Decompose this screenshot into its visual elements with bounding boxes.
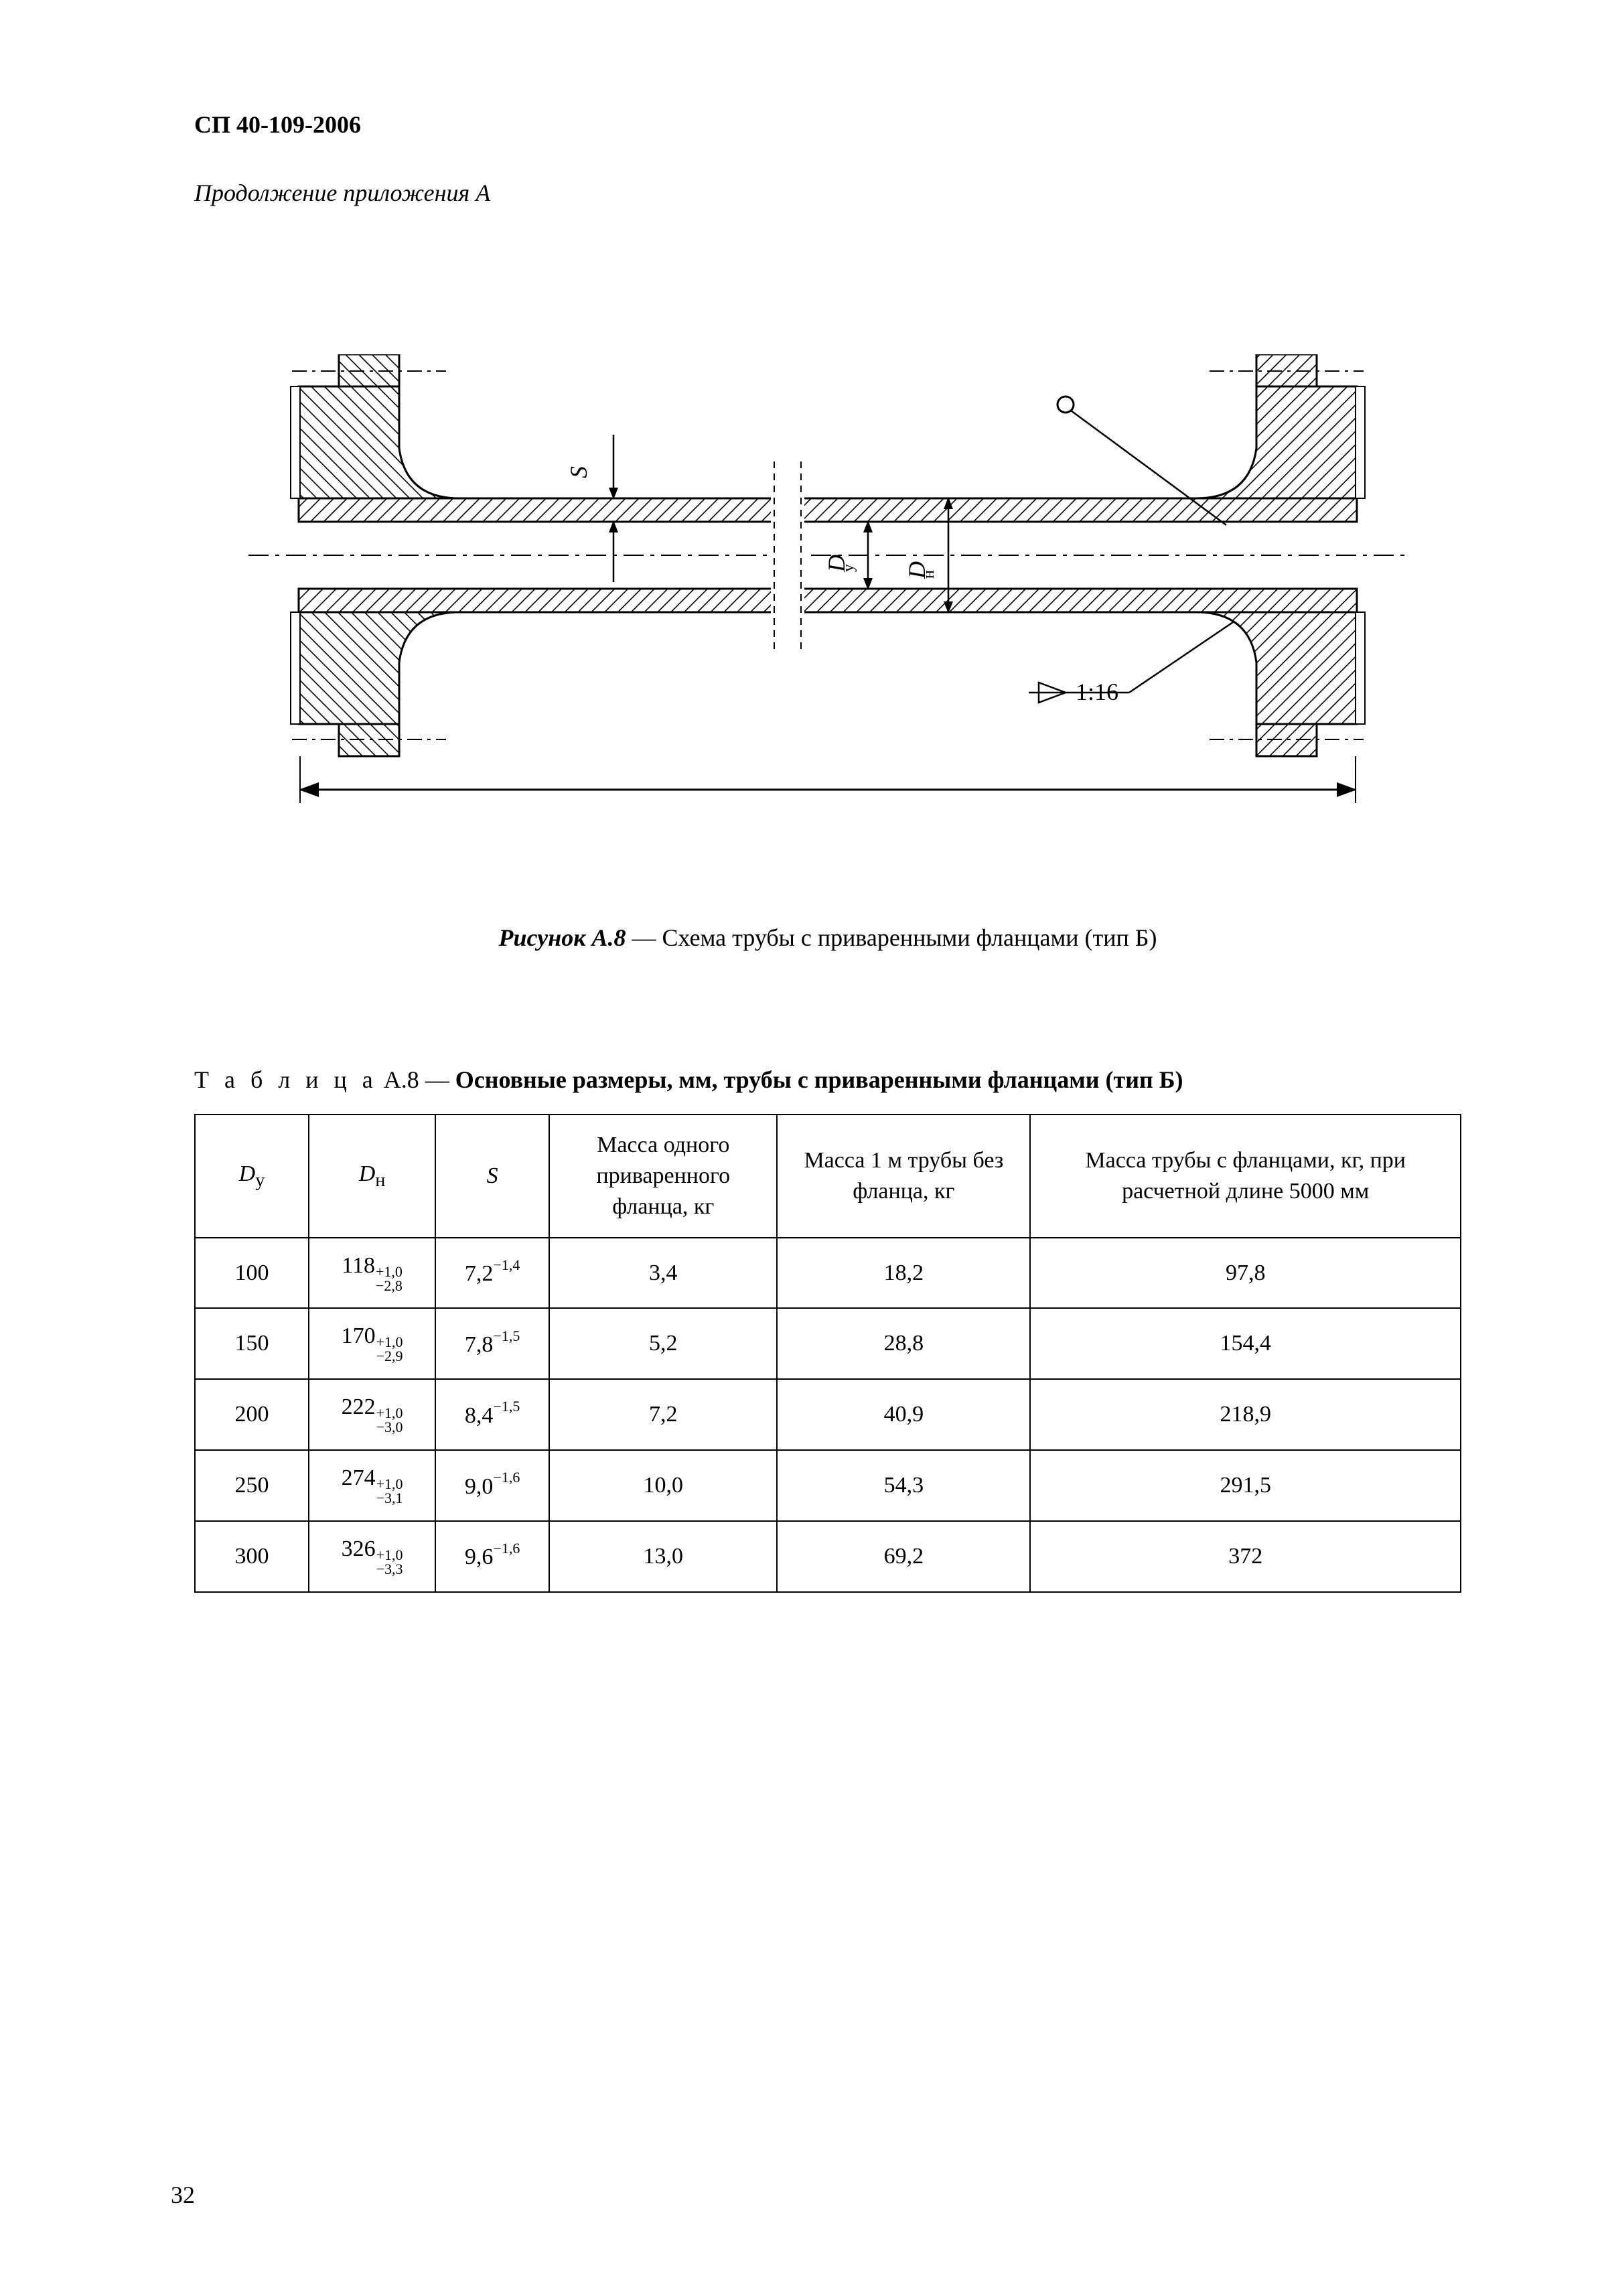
- table-body: 100118+1,0−2,87,2−1,43,418,297,8150170+1…: [195, 1238, 1461, 1592]
- figure-caption: Рисунок А.8 — Схема трубы с приваренными…: [194, 924, 1461, 952]
- cell-dy: 150: [195, 1308, 309, 1379]
- cell-dn: 170+1,0−2,9: [309, 1308, 435, 1379]
- label-s: S: [565, 466, 592, 478]
- col-m1: Масса одного приваренного фланца, кг: [549, 1115, 777, 1238]
- cell-m1: 7,2: [549, 1379, 777, 1450]
- cell-s: 8,4−1,5: [435, 1379, 549, 1450]
- table-row: 300326+1,0−3,39,6−1,613,069,2372: [195, 1521, 1461, 1592]
- caption-body: Схема трубы с приваренными фланцами (тип…: [662, 924, 1157, 951]
- cell-m2: 69,2: [777, 1521, 1030, 1592]
- cell-dy: 100: [195, 1238, 309, 1309]
- cell-m2: 28,8: [777, 1308, 1030, 1379]
- cell-m3: 218,9: [1030, 1379, 1461, 1450]
- continuation-note: Продолжение приложения А: [194, 179, 1461, 207]
- col-m3: Масса трубы с фланцами, кг, при расчетно…: [1030, 1115, 1461, 1238]
- svg-text:у: у: [840, 564, 857, 572]
- figure-diagram: S D у D н 1:16: [194, 354, 1461, 830]
- cell-s: 7,2−1,4: [435, 1238, 549, 1309]
- flange-pipe-svg: S D у D н 1:16: [238, 354, 1417, 830]
- cell-s: 9,0−1,6: [435, 1450, 549, 1521]
- cell-m3: 154,4: [1030, 1308, 1461, 1379]
- cell-s: 7,8−1,5: [435, 1308, 549, 1379]
- table-title-id: А.8 —: [378, 1066, 455, 1093]
- table-row: 200222+1,0−3,08,4−1,57,240,9218,9: [195, 1379, 1461, 1450]
- table-title-prefix: Т а б л и ц а: [194, 1066, 378, 1093]
- caption-lead: Рисунок А.8: [499, 924, 626, 951]
- cell-s: 9,6−1,6: [435, 1521, 549, 1592]
- dimensions-table: Dу Dн S Масса одного приваренного фланца…: [194, 1114, 1461, 1593]
- table-row: 100118+1,0−2,87,2−1,43,418,297,8: [195, 1238, 1461, 1309]
- table-row: 150170+1,0−2,97,8−1,55,228,8154,4: [195, 1308, 1461, 1379]
- cell-m3: 97,8: [1030, 1238, 1461, 1309]
- cell-m2: 40,9: [777, 1379, 1030, 1450]
- col-dn: Dн: [309, 1115, 435, 1238]
- page-number: 32: [171, 2181, 195, 2209]
- col-m2: Масса 1 м трубы без фланца, кг: [777, 1115, 1030, 1238]
- cell-dy: 200: [195, 1379, 309, 1450]
- cell-m3: 291,5: [1030, 1450, 1461, 1521]
- table-row: 250274+1,0−3,19,0−1,610,054,3291,5: [195, 1450, 1461, 1521]
- cell-dy: 300: [195, 1521, 309, 1592]
- col-s: S: [435, 1115, 549, 1238]
- table-title-bold: Основные размеры, мм, трубы с приваренны…: [455, 1066, 1183, 1093]
- cell-dn: 118+1,0−2,8: [309, 1238, 435, 1309]
- cell-dn: 326+1,0−3,3: [309, 1521, 435, 1592]
- cell-dy: 250: [195, 1450, 309, 1521]
- col-dy: Dу: [195, 1115, 309, 1238]
- cell-m1: 13,0: [549, 1521, 777, 1592]
- svg-text:н: н: [920, 570, 938, 579]
- cell-dn: 274+1,0−3,1: [309, 1450, 435, 1521]
- cell-m1: 3,4: [549, 1238, 777, 1309]
- cell-m3: 372: [1030, 1521, 1461, 1592]
- cell-m1: 5,2: [549, 1308, 777, 1379]
- cell-m1: 10,0: [549, 1450, 777, 1521]
- cell-m2: 18,2: [777, 1238, 1030, 1309]
- doc-id: СП 40-109-2006: [194, 111, 1461, 139]
- cell-m2: 54,3: [777, 1450, 1030, 1521]
- taper-callout: 1:16: [1029, 622, 1233, 705]
- svg-text:1:16: 1:16: [1076, 678, 1118, 705]
- table-title: Т а б л и ц а А.8 — Основные размеры, мм…: [194, 1066, 1461, 1094]
- cell-dn: 222+1,0−3,0: [309, 1379, 435, 1450]
- table-header-row: Dу Dн S Масса одного приваренного фланца…: [195, 1115, 1461, 1238]
- caption-dash: —: [626, 924, 662, 951]
